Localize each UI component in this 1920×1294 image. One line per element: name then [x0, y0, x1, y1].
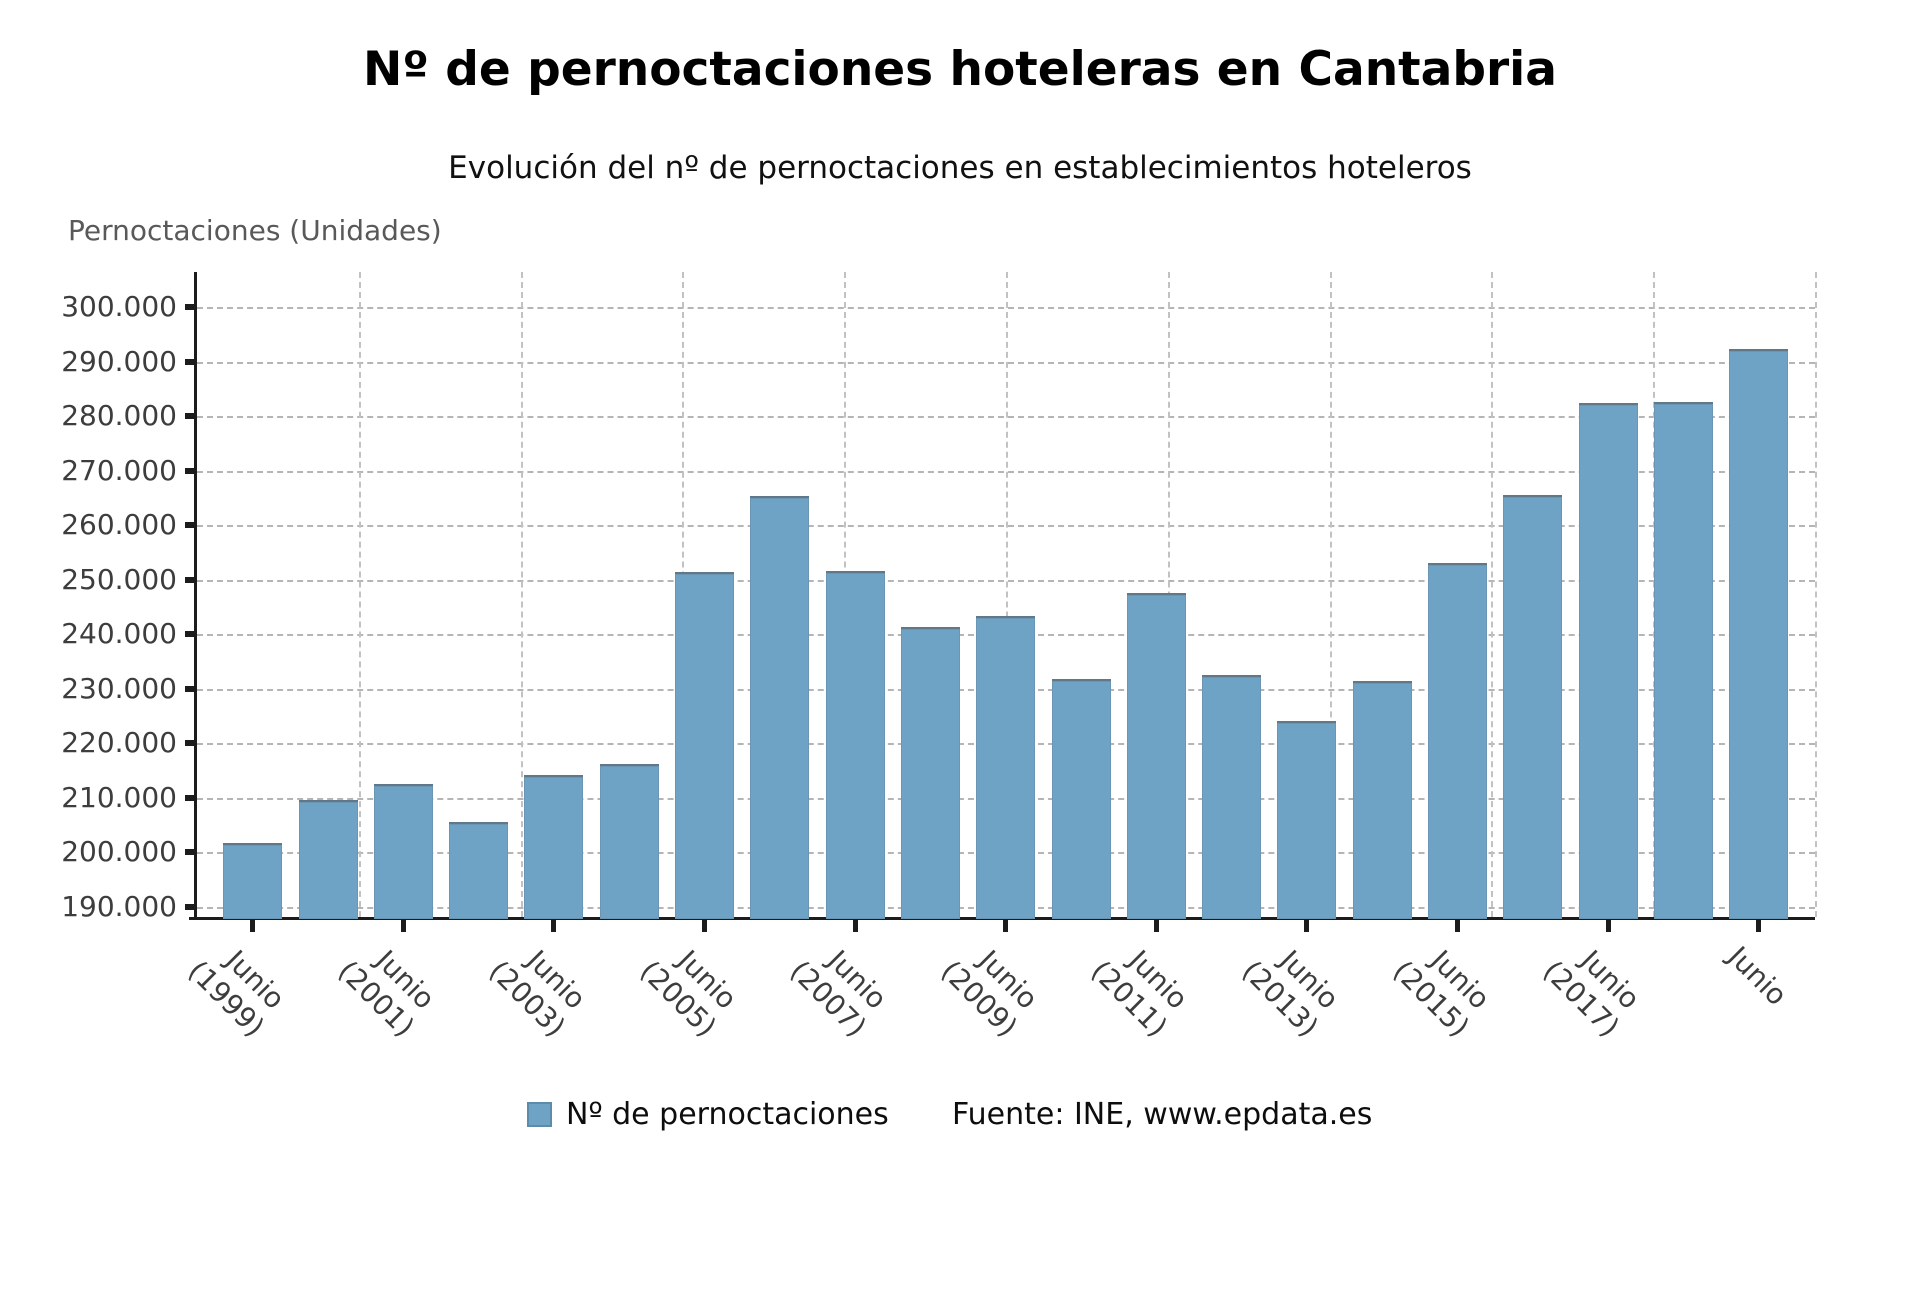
- x-tick-mark: [250, 920, 256, 932]
- bar-1999: [223, 843, 283, 919]
- y-tick-mark: [185, 685, 196, 692]
- y-axis-label: 220.000: [61, 726, 177, 760]
- bar-2005: [675, 571, 734, 919]
- legend-label: Nº de pernoctaciones: [566, 1097, 889, 1132]
- legend-color-swatch: [527, 1102, 552, 1127]
- x-axis-label: Junio (1999): [181, 943, 291, 1044]
- page-title: Nº de pernoctaciones hoteleras en Cantab…: [362, 42, 1558, 97]
- y-axis-label: 230.000: [61, 671, 177, 705]
- x-gridline: [1815, 272, 1817, 917]
- x-axis-label: Junio (2009): [934, 943, 1044, 1044]
- y-tick-mark: [185, 413, 196, 420]
- bar-2014: [1352, 680, 1412, 919]
- bar-2007: [825, 570, 885, 919]
- y-tick-mark: [185, 740, 196, 747]
- y-tick-mark: [185, 467, 196, 474]
- bar-2006: [750, 496, 810, 919]
- x-tick-mark: [852, 920, 858, 932]
- x-tick-mark: [400, 920, 406, 932]
- y-axis-title: Pernoctaciones (Unidades): [68, 214, 442, 247]
- x-axis-label: Junio (2017): [1536, 943, 1647, 1044]
- bar-2013: [1277, 720, 1337, 919]
- bar-2003: [524, 775, 584, 919]
- plot-area: 190.000 200.000 210.000 220.000 230.000 240.0…: [61, 272, 1817, 1043]
- x-gridline: [358, 272, 361, 917]
- x-tick-mark: [551, 920, 557, 932]
- x-tick-mark: [1003, 920, 1009, 932]
- x-tick-mark: [1455, 920, 1460, 932]
- y-tick-mark: [185, 631, 196, 638]
- x-axis-label: Junio (2011): [1085, 943, 1195, 1044]
- x-axis-label: Junio (2007): [783, 943, 894, 1044]
- y-axis-label: 190.000: [61, 889, 177, 923]
- y-axis-label: 210.000: [61, 780, 177, 814]
- bar-2010: [1051, 679, 1111, 919]
- bar-2017: [1578, 402, 1638, 919]
- x-tick-mark: [1756, 920, 1762, 932]
- bar-2004: [599, 764, 659, 919]
- bar-2019: [1729, 349, 1789, 919]
- y-axis-label: 260.000: [61, 508, 177, 542]
- page-subtitle: Evolución del nº de pernoctaciones en es…: [448, 150, 1472, 186]
- y-axis-spine: [194, 272, 197, 920]
- x-axis-label: Junio (2005): [633, 943, 743, 1044]
- y-tick-mark: [185, 794, 196, 801]
- x-axis-label: Junio (2001): [332, 943, 442, 1044]
- x-axis-label: Junio (2003): [482, 943, 593, 1044]
- x-tick-mark: [1605, 920, 1611, 932]
- x-gridline: [1491, 272, 1494, 917]
- y-tick-mark: [185, 903, 196, 910]
- bar-2011: [1126, 593, 1186, 919]
- y-axis-label: 250.000: [61, 562, 177, 596]
- y-axis-label: 270.000: [61, 453, 177, 487]
- source-text: Fuente: INE, www.epdata.es: [952, 1097, 1373, 1132]
- x-gridline: [520, 272, 523, 917]
- y-tick-mark: [185, 849, 196, 856]
- y-axis-label: 290.000: [61, 344, 177, 378]
- bar-2015: [1428, 563, 1487, 919]
- y-tick-mark: [185, 358, 196, 365]
- x-tick-mark: [1304, 920, 1310, 932]
- bar-2018: [1653, 401, 1713, 919]
- y-axis-label: 280.000: [61, 399, 177, 433]
- bar-2012: [1202, 675, 1262, 919]
- y-tick-mark: [185, 304, 196, 311]
- y-tick-mark: [185, 522, 196, 529]
- bar-2000: [298, 799, 358, 919]
- x-axis-label: Junio (2015): [1386, 943, 1496, 1044]
- x-axis-label: Junio: [1721, 940, 1794, 1012]
- y-axis-label: 300.000: [61, 290, 177, 324]
- y-axis-label: 240.000: [61, 617, 177, 651]
- bar-2008: [900, 627, 960, 919]
- y-axis-label: 200.000: [61, 835, 177, 869]
- bar-2016: [1503, 494, 1563, 919]
- x-gridline: [1329, 272, 1332, 917]
- y-tick-mark: [185, 576, 196, 583]
- x-axis-label: Junio (2013): [1235, 943, 1346, 1044]
- bar-2002: [449, 821, 509, 919]
- x-tick-mark: [1153, 920, 1159, 932]
- bar-2009: [976, 615, 1036, 919]
- x-gridline: [1006, 272, 1008, 917]
- bar-2001: [373, 783, 433, 919]
- x-tick-mark: [702, 920, 707, 932]
